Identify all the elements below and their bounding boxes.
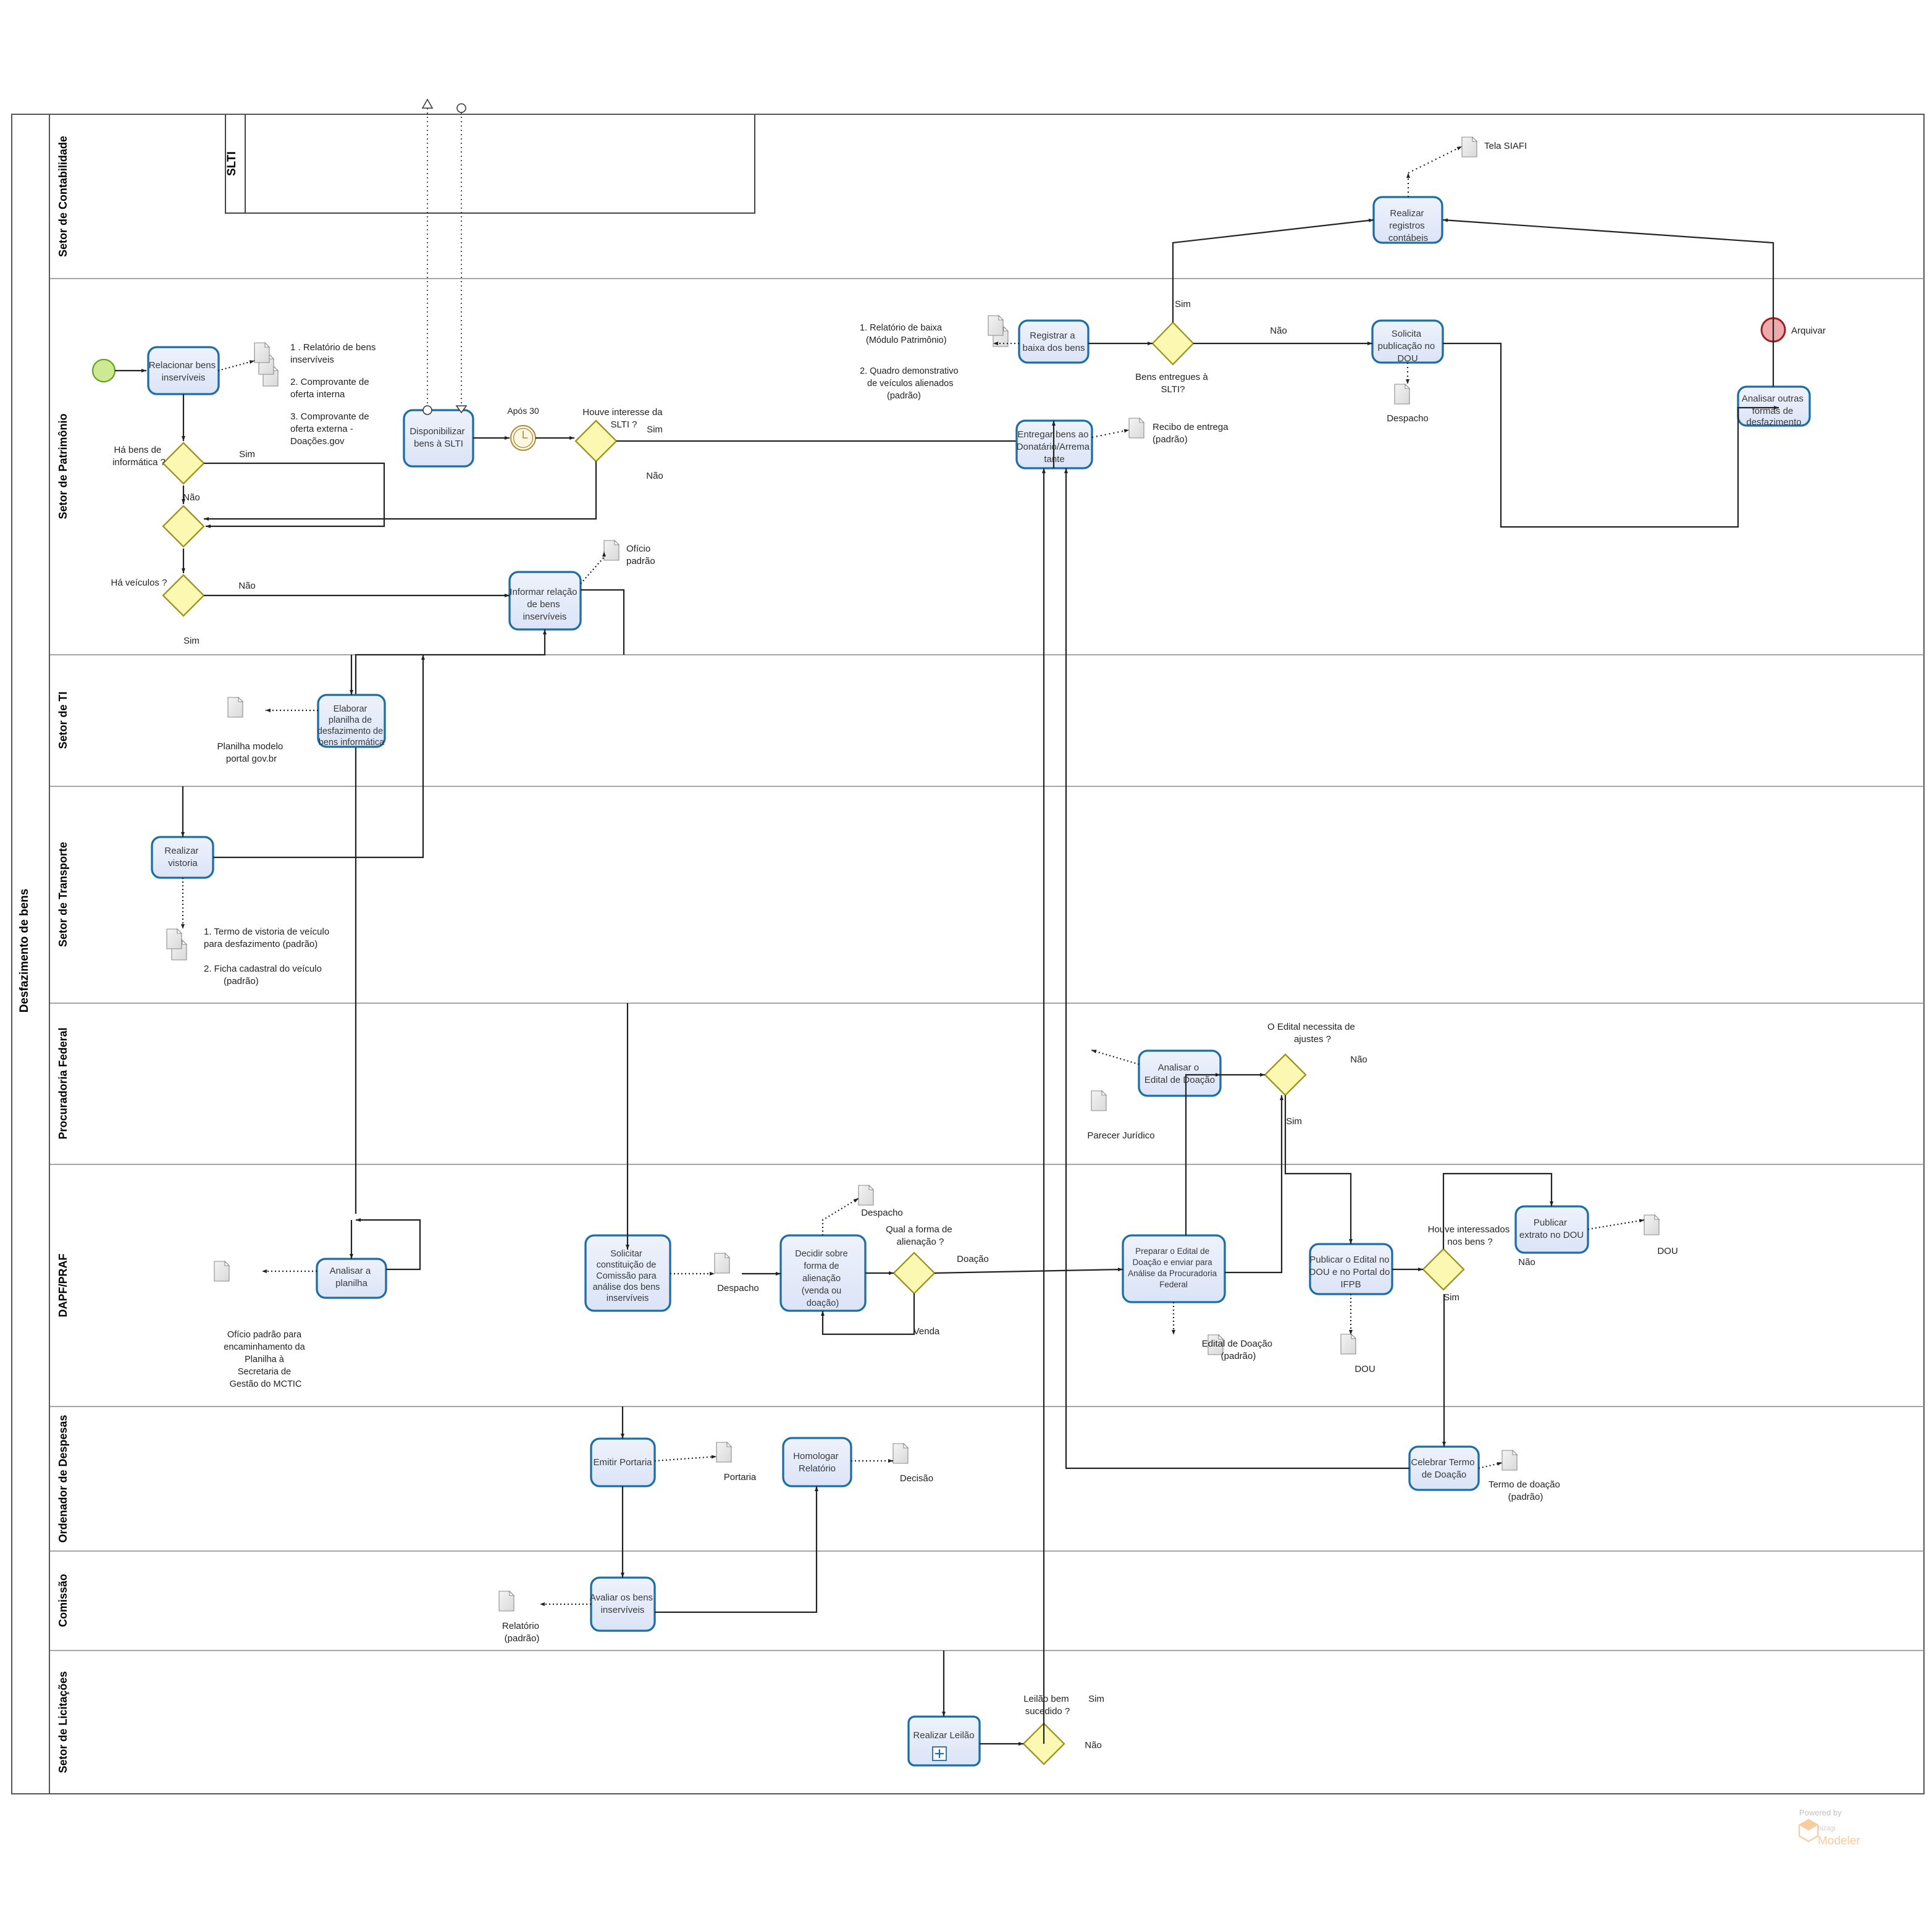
svg-text:bizagi: bizagi bbox=[1818, 1825, 1836, 1832]
svg-text:Sim: Sim bbox=[1443, 1292, 1460, 1303]
svg-text:Desfazimento de bens: Desfazimento de bens bbox=[18, 889, 31, 1013]
svg-text:Setor de TI: Setor de TI bbox=[57, 691, 69, 749]
svg-text:Não: Não bbox=[1518, 1257, 1535, 1268]
svg-text:Ordenador de Despesas: Ordenador de Despesas bbox=[57, 1415, 69, 1542]
svg-text:Realizar Leilão: Realizar Leilão bbox=[913, 1730, 974, 1741]
svg-text:Despacho: Despacho bbox=[717, 1283, 759, 1293]
svg-text:Há veículos ?: Há veículos ? bbox=[111, 578, 167, 588]
svg-text:Powered by: Powered by bbox=[1799, 1808, 1842, 1817]
svg-text:Não: Não bbox=[1270, 326, 1287, 336]
svg-text:Realizar registros con: Realizar registros contábeis bbox=[1388, 208, 1428, 243]
svg-text:DOU: DOU bbox=[1354, 1364, 1375, 1374]
svg-text:Portaria: Portaria bbox=[724, 1472, 757, 1482]
svg-text:Doação: Doação bbox=[957, 1254, 989, 1264]
svg-text:Despacho: Despacho bbox=[1387, 413, 1429, 424]
svg-text:Setor de Transporte: Setor de Transporte bbox=[57, 842, 69, 947]
svg-text:Tela SIAFI: Tela SIAFI bbox=[1484, 141, 1527, 151]
svg-text:Emitir Portaria: Emitir Portaria bbox=[593, 1457, 652, 1468]
svg-text:Modeler: Modeler bbox=[1818, 1835, 1860, 1848]
svg-text:Sim: Sim bbox=[647, 424, 663, 435]
svg-text:Sim: Sim bbox=[183, 636, 200, 646]
svg-text:Não: Não bbox=[1085, 1740, 1102, 1751]
svg-text:Sim: Sim bbox=[239, 449, 255, 460]
svg-text:Comissão: Comissão bbox=[57, 1574, 69, 1627]
svg-text:Setor de Contabilidade: Setor de Contabilidade bbox=[57, 136, 69, 257]
svg-text:Setor de Patrimônio: Setor de Patrimônio bbox=[57, 413, 69, 519]
svg-text:Venda: Venda bbox=[914, 1326, 940, 1337]
svg-text:Despacho: Despacho bbox=[861, 1208, 903, 1218]
svg-text:Sim: Sim bbox=[1088, 1694, 1104, 1704]
svg-text:Não: Não bbox=[646, 471, 663, 481]
svg-text:Decisão: Decisão bbox=[900, 1473, 933, 1484]
svg-text:Procuradoria Federal: Procuradoria Federal bbox=[57, 1027, 69, 1139]
svg-text:Parecer Jurídico: Parecer Jurídico bbox=[1087, 1130, 1154, 1141]
svg-text:DOU: DOU bbox=[1657, 1246, 1678, 1256]
svg-text:Não: Não bbox=[1350, 1054, 1367, 1065]
svg-text:Não: Não bbox=[183, 492, 200, 503]
svg-text:SLTI: SLTI bbox=[225, 151, 238, 176]
svg-text:Setor de Licitações: Setor de Licitações bbox=[57, 1671, 69, 1773]
svg-text:Sim: Sim bbox=[1175, 299, 1191, 309]
svg-text:Após 30: Após 30 bbox=[507, 406, 539, 416]
svg-text:DAPF/PRAF: DAPF/PRAF bbox=[57, 1253, 69, 1317]
svg-text:Não: Não bbox=[238, 581, 256, 591]
svg-text:Sim: Sim bbox=[1286, 1116, 1302, 1127]
svg-text:Arquivar: Arquivar bbox=[1791, 326, 1826, 336]
